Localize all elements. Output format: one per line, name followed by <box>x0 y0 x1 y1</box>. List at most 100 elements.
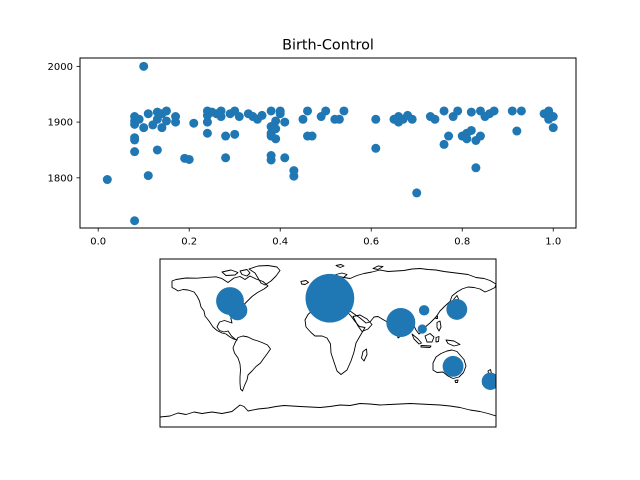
scatter-point <box>171 117 181 127</box>
scatter-point <box>321 106 331 116</box>
scatter-point <box>371 143 381 153</box>
map-bubble <box>418 305 430 316</box>
scatter-point <box>266 106 276 116</box>
scatter-point <box>257 110 267 120</box>
coastline-svalbard <box>335 264 345 268</box>
coastline-arctic-islands <box>221 269 239 276</box>
coastline-north-america <box>171 275 269 341</box>
scatter-point <box>466 125 476 135</box>
coastline-new-guinea <box>445 339 461 347</box>
map-bubble <box>227 300 248 321</box>
scatter-point <box>466 107 476 117</box>
x-tick-label: 0.6 <box>363 237 379 248</box>
map-bubble <box>305 273 355 323</box>
map-bubble <box>442 355 464 377</box>
scatter-point <box>430 114 440 124</box>
scatter-point <box>102 175 112 185</box>
scatter-point <box>271 116 281 126</box>
scatter-point <box>130 147 140 157</box>
x-tick-label: 1.0 <box>545 237 561 248</box>
scatter-point <box>221 153 231 163</box>
map-bubble <box>417 324 427 334</box>
scatter-points <box>102 61 558 226</box>
coastline-greenland <box>248 265 281 286</box>
scatter-point <box>453 106 463 116</box>
world-map <box>159 258 497 428</box>
scatter-point <box>462 134 472 144</box>
scatter-point <box>221 131 231 141</box>
plot-frame <box>79 57 577 229</box>
scatter-point <box>475 131 485 141</box>
scatter-point <box>152 145 162 155</box>
x-tick-label: 0.4 <box>272 237 288 248</box>
coastline-philippines <box>436 320 442 332</box>
scatter-point <box>516 106 526 116</box>
scatter-point <box>130 133 140 143</box>
map-frame <box>159 258 497 428</box>
scatter-chart: Birth-Control 0.0 0.2 0.4 0.6 0.8 1.0 1800 1900… <box>48 38 577 248</box>
coastline-baffin-island <box>239 269 251 277</box>
scatter-point <box>189 118 199 128</box>
coastline-novaya-zemlya <box>372 265 384 270</box>
scatter-point <box>161 106 171 116</box>
x-tick-label: 0.0 <box>90 237 106 248</box>
y-tick-label: 2000 <box>48 62 73 73</box>
scatter-point <box>230 129 240 139</box>
scatter-point <box>275 106 285 116</box>
coastline-java <box>420 345 432 348</box>
scatter-point <box>489 106 499 116</box>
coastline-tasmania <box>454 379 459 383</box>
scatter-point <box>371 114 381 124</box>
y-tick-label: 1900 <box>48 118 73 129</box>
x-tick-label: 0.2 <box>181 237 197 248</box>
scatter-point <box>407 114 417 124</box>
scatter-point <box>143 171 153 181</box>
coastline-sumatra <box>411 333 422 345</box>
axis-ticks: 0.0 0.2 0.4 0.6 0.8 1.0 1800 1900 2000 <box>48 62 562 248</box>
map-bubble <box>481 372 496 390</box>
scatter-point <box>271 124 281 134</box>
coastline-australia <box>432 349 467 379</box>
scatter-point <box>307 131 317 141</box>
scatter-point <box>161 116 171 126</box>
scatter-point <box>202 128 212 138</box>
coastline-south-america <box>232 335 271 392</box>
scatter-point <box>280 153 290 163</box>
coastline-antarctica <box>160 403 496 418</box>
scatter-point <box>280 117 290 127</box>
chart-title: Birth-Control <box>282 38 374 54</box>
scatter-point <box>139 61 149 71</box>
coastline-arabia <box>352 314 373 332</box>
scatter-point <box>439 139 449 149</box>
scatter-point <box>134 114 144 124</box>
coastline-borneo <box>424 333 435 343</box>
scatter-point <box>266 151 276 161</box>
scatter-point <box>216 106 226 116</box>
scatter-point <box>202 117 212 127</box>
scatter-point <box>157 123 167 133</box>
coastline-iceland <box>300 280 309 285</box>
scatter-point <box>512 126 522 136</box>
scatter-point <box>143 109 153 119</box>
coastline-sulawesi <box>435 336 440 343</box>
scatter-point <box>184 154 194 164</box>
map-bubble <box>446 298 468 320</box>
scatter-point <box>444 131 454 141</box>
scatter-point <box>234 112 244 122</box>
scatter-point <box>548 123 558 133</box>
map-bubble <box>386 307 416 337</box>
scatter-point <box>139 123 149 133</box>
map-layers <box>160 264 496 418</box>
scatter-point <box>334 114 344 124</box>
scatter-point <box>289 166 299 176</box>
scatter-point <box>339 106 349 116</box>
coastline-madagascar <box>361 348 368 362</box>
scatter-point <box>439 106 449 116</box>
scatter-point <box>303 106 313 116</box>
scatter-point <box>298 114 308 124</box>
scatter-point <box>271 134 281 144</box>
scatter-point <box>412 188 422 198</box>
scatter-point <box>130 216 140 226</box>
scatter-point <box>507 106 517 116</box>
